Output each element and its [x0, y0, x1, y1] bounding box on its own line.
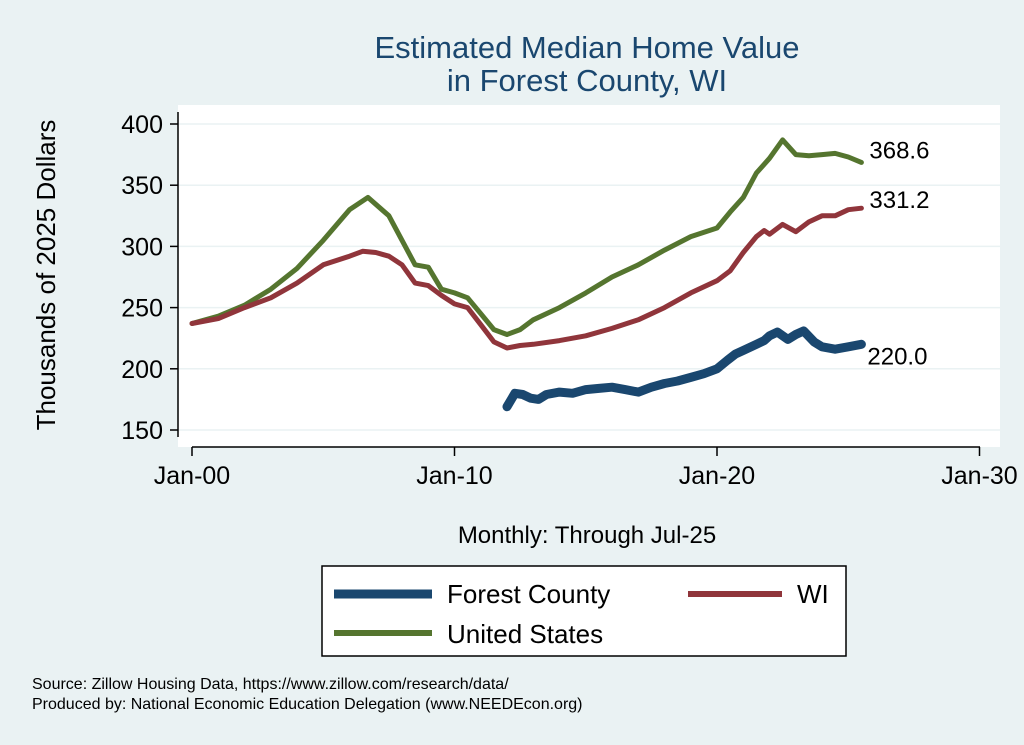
end-labels: 368.6 331.2 220.0 [867, 137, 929, 370]
y-tick-label: 400 [121, 111, 163, 139]
legend-label-wi: WI [797, 579, 829, 609]
legend-box [321, 565, 847, 657]
end-label-wi: 331.2 [869, 187, 929, 214]
series-line-wi [189, 205, 864, 351]
legend-label-forest-county: Forest County [447, 579, 610, 609]
end-label-united-states: 368.6 [869, 137, 929, 164]
series-lines [189, 137, 866, 412]
source-note: Source: Zillow Housing Data, https://www… [32, 676, 509, 693]
axes: 150 200 250 300 350 400 Jan-00 Jan-10 Jan-20 Jan-… [121, 111, 1017, 490]
y-tick-label: 150 [121, 417, 163, 445]
end-label-forest-county: 220.0 [867, 343, 927, 370]
chart-title-line-2: in Forest County, WI [447, 63, 727, 98]
x-tick-label: Jan-00 [154, 462, 230, 490]
gridlines [178, 123, 1000, 431]
y-tick-label: 200 [121, 356, 163, 384]
chart-title-line-1: Estimated Median Home Value [374, 30, 799, 65]
series-line-united-states [189, 137, 864, 337]
y-tick-label: 300 [121, 233, 163, 261]
y-tick-label: 350 [121, 172, 163, 200]
y-axis-label: Thousands of 2025 Dollars [31, 120, 61, 431]
x-axis-label: Monthly: Through Jul-25 [458, 522, 716, 549]
series-line-forest-county [502, 326, 866, 412]
x-tick-label: Jan-10 [416, 462, 492, 490]
produced-by-note: Produced by: National Economic Education… [32, 696, 583, 713]
legend: Forest County WI United States [321, 565, 847, 657]
x-tick-label: Jan-30 [941, 462, 1017, 490]
x-tick-label: Jan-20 [679, 462, 755, 490]
y-tick-label: 250 [121, 295, 163, 323]
legend-label-united-states: United States [447, 619, 603, 649]
